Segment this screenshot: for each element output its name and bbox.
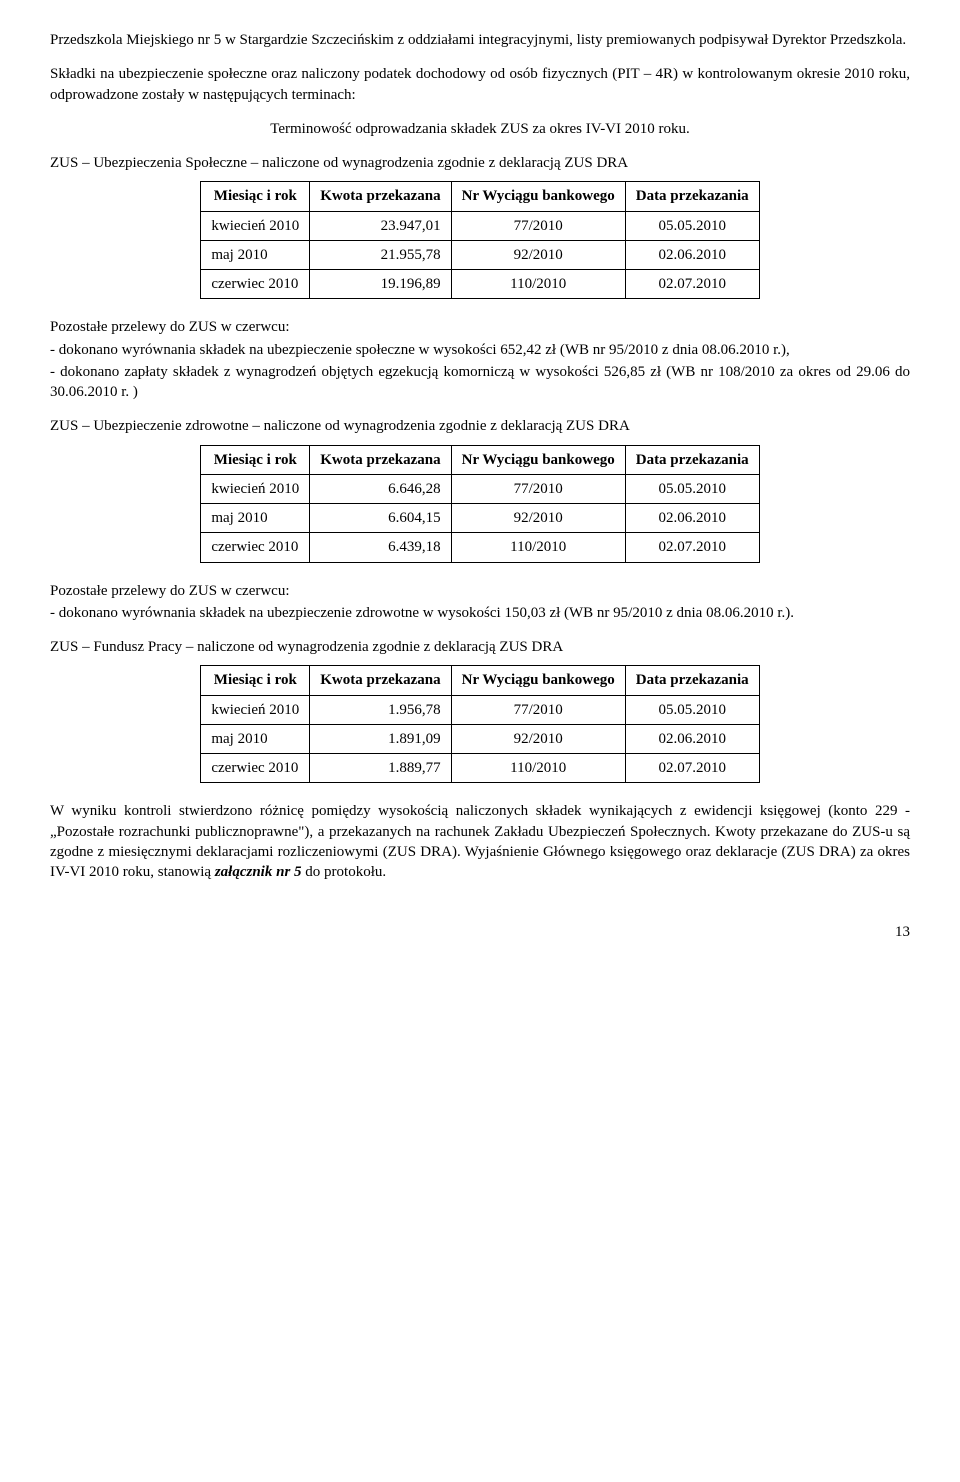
cell-kwota: 1.889,77 — [310, 754, 451, 783]
paragraph-intro-1: Przedszkola Miejskiego nr 5 w Stargardzi… — [50, 30, 910, 50]
cell-miesiac: maj 2010 — [201, 724, 310, 753]
cell-kwota: 1.956,78 — [310, 695, 451, 724]
cell-data: 05.05.2010 — [625, 211, 759, 240]
cell-kwota: 21.955,78 — [310, 240, 451, 269]
col-data: Data przekazania — [625, 666, 759, 695]
table-fundusz-body: kwiecień 2010 1.956,78 77/2010 05.05.201… — [201, 695, 759, 783]
paragraph-intro-2: Składki na ubezpieczenie społeczne oraz … — [50, 64, 910, 105]
cell-miesiac: maj 2010 — [201, 240, 310, 269]
cell-miesiac: czerwiec 2010 — [201, 533, 310, 562]
cell-wyciag: 92/2010 — [451, 724, 625, 753]
col-kwota: Kwota przekazana — [310, 182, 451, 211]
cell-kwota: 1.891,09 — [310, 724, 451, 753]
col-wyciag: Nr Wyciągu bankowego — [451, 666, 625, 695]
cell-wyciag: 110/2010 — [451, 754, 625, 783]
table-row: maj 2010 21.955,78 92/2010 02.06.2010 — [201, 240, 759, 269]
table-row: maj 2010 6.604,15 92/2010 02.06.2010 — [201, 504, 759, 533]
col-wyciag: Nr Wyciągu bankowego — [451, 445, 625, 474]
table-row: maj 2010 1.891,09 92/2010 02.06.2010 — [201, 724, 759, 753]
cell-data: 02.07.2010 — [625, 533, 759, 562]
col-wyciag: Nr Wyciągu bankowego — [451, 182, 625, 211]
col-miesiac: Miesiąc i rok — [201, 666, 310, 695]
table-row: kwiecień 2010 6.646,28 77/2010 05.05.201… — [201, 474, 759, 503]
table-fundusz: Miesiąc i rok Kwota przekazana Nr Wyciąg… — [200, 665, 759, 783]
after1-line3: - dokonano zapłaty składek z wynagrodzeń… — [50, 362, 910, 403]
after1-line1: Pozostałe przelewy do ZUS w czerwcu: — [50, 317, 910, 337]
heading-terminowosc: Terminowość odprowadzania składek ZUS za… — [50, 119, 910, 139]
cell-wyciag: 110/2010 — [451, 533, 625, 562]
col-miesiac: Miesiąc i rok — [201, 445, 310, 474]
final-pre: W wyniku kontroli stwierdzono różnicę po… — [50, 803, 910, 880]
table-spoleczne: Miesiąc i rok Kwota przekazana Nr Wyciąg… — [200, 181, 759, 299]
section-1-title: ZUS – Ubezpieczenia Społeczne – naliczon… — [50, 153, 910, 173]
cell-miesiac: maj 2010 — [201, 504, 310, 533]
table-zdrowotne-body: kwiecień 2010 6.646,28 77/2010 05.05.201… — [201, 474, 759, 562]
cell-wyciag: 77/2010 — [451, 211, 625, 240]
table-row: czerwiec 2010 6.439,18 110/2010 02.07.20… — [201, 533, 759, 562]
cell-data: 02.06.2010 — [625, 724, 759, 753]
cell-kwota: 6.439,18 — [310, 533, 451, 562]
cell-data: 02.07.2010 — [625, 270, 759, 299]
col-data: Data przekazania — [625, 445, 759, 474]
cell-data: 02.06.2010 — [625, 240, 759, 269]
cell-wyciag: 77/2010 — [451, 695, 625, 724]
table-row: czerwiec 2010 1.889,77 110/2010 02.07.20… — [201, 754, 759, 783]
cell-wyciag: 77/2010 — [451, 474, 625, 503]
col-kwota: Kwota przekazana — [310, 445, 451, 474]
cell-data: 05.05.2010 — [625, 695, 759, 724]
cell-miesiac: kwiecień 2010 — [201, 474, 310, 503]
cell-kwota: 6.604,15 — [310, 504, 451, 533]
section-3-title: ZUS – Fundusz Pracy – naliczone od wynag… — [50, 637, 910, 657]
table-row: kwiecień 2010 1.956,78 77/2010 05.05.201… — [201, 695, 759, 724]
final-paragraph: W wyniku kontroli stwierdzono różnicę po… — [50, 801, 910, 882]
table-zdrowotne: Miesiąc i rok Kwota przekazana Nr Wyciąg… — [200, 445, 759, 563]
col-miesiac: Miesiąc i rok — [201, 182, 310, 211]
section-2-title: ZUS – Ubezpieczenie zdrowotne – naliczon… — [50, 416, 910, 436]
after1-line2: - dokonano wyrównania składek na ubezpie… — [50, 340, 910, 360]
table-row: czerwiec 2010 19.196,89 110/2010 02.07.2… — [201, 270, 759, 299]
cell-wyciag: 92/2010 — [451, 240, 625, 269]
cell-miesiac: kwiecień 2010 — [201, 211, 310, 240]
col-kwota: Kwota przekazana — [310, 666, 451, 695]
after2-line1: Pozostałe przelewy do ZUS w czerwcu: — [50, 581, 910, 601]
table-spoleczne-body: kwiecień 2010 23.947,01 77/2010 05.05.20… — [201, 211, 759, 299]
cell-data: 02.07.2010 — [625, 754, 759, 783]
cell-kwota: 6.646,28 — [310, 474, 451, 503]
cell-miesiac: czerwiec 2010 — [201, 754, 310, 783]
cell-miesiac: kwiecień 2010 — [201, 695, 310, 724]
cell-miesiac: czerwiec 2010 — [201, 270, 310, 299]
cell-kwota: 19.196,89 — [310, 270, 451, 299]
table-row: kwiecień 2010 23.947,01 77/2010 05.05.20… — [201, 211, 759, 240]
col-data: Data przekazania — [625, 182, 759, 211]
final-post: do protokołu. — [302, 864, 387, 880]
page-number: 13 — [50, 922, 910, 942]
after2-line2: - dokonano wyrównania składek na ubezpie… — [50, 603, 910, 623]
cell-data: 02.06.2010 — [625, 504, 759, 533]
cell-data: 05.05.2010 — [625, 474, 759, 503]
cell-wyciag: 92/2010 — [451, 504, 625, 533]
final-bold: załącznik nr 5 — [215, 864, 302, 880]
cell-wyciag: 110/2010 — [451, 270, 625, 299]
cell-kwota: 23.947,01 — [310, 211, 451, 240]
